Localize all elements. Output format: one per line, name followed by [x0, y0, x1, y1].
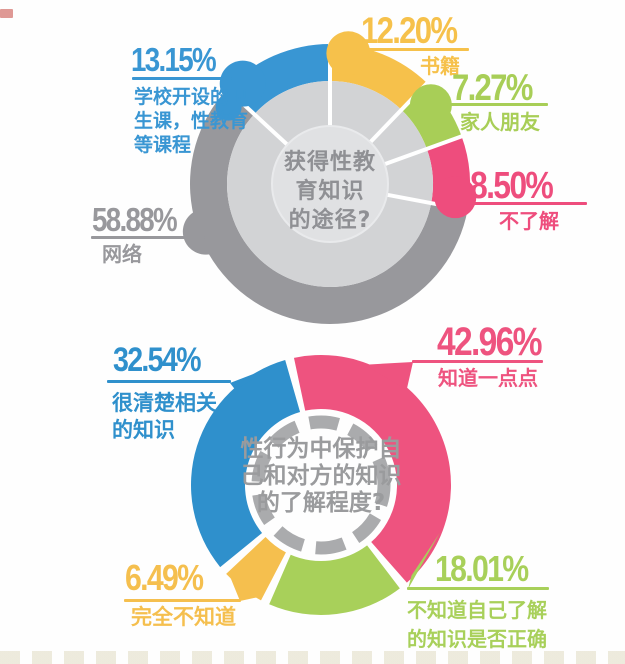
knowledge-segment-1: [269, 545, 400, 615]
knowledge-segment-pointer-1: [408, 532, 440, 589]
knowledge-segment-pointer-0: [364, 362, 413, 390]
category-label-know-clearly: 很清楚相关 的知识: [112, 391, 217, 442]
percent-label-unsure-correct: 18.01%: [435, 548, 529, 589]
corner-watermark-mark: [0, 9, 13, 18]
knowledge-dashed-ring: [251, 415, 391, 555]
leader-line-family-friends: [447, 103, 548, 106]
percent-label-books: 12.20%: [361, 10, 458, 51]
leader-line-internet: [91, 236, 205, 239]
bottom-watermark-strip: [0, 651, 625, 664]
category-label-completely-unknown: 完全不知道: [131, 605, 236, 629]
knowledge-segment-pointer-2: [228, 573, 259, 601]
percent-label-dont-understand: 8.50%: [470, 165, 554, 207]
category-label-family-friends: 家人朋友: [460, 110, 540, 134]
knowledge-segment-0: [293, 355, 451, 583]
sources-segment-divider: [376, 134, 464, 169]
sources-segment-knob: [434, 176, 477, 219]
sources-segment-3: [190, 89, 468, 324]
sources-center-circle: [271, 125, 389, 243]
leader-line-completely-unknown: [124, 599, 241, 602]
knowledge-segment-3: [190, 360, 301, 568]
leader-line-books: [356, 48, 469, 51]
leader-line-know-a-little: [412, 360, 543, 363]
category-label-dont-understand: 不了解: [499, 209, 559, 233]
category-label-internet: 网络: [102, 242, 142, 266]
sources-segment-knob: [409, 84, 452, 127]
leader-line-school: [132, 77, 232, 80]
sources-segment-knob: [215, 94, 242, 121]
category-label-unsure-correct: 不知道自己了解 的知识是否正确: [407, 598, 547, 651]
leader-line-dont-understand: [466, 202, 587, 205]
leader-line-unsure-correct: [407, 587, 549, 590]
knowledge-question: 性行为中保护自 己和对方的知识 的了解程度?: [240, 436, 402, 516]
percent-label-family-friends: 7.27%: [452, 67, 533, 108]
category-label-books: 书籍: [420, 54, 460, 78]
knowledge-segment-pointer-3: [230, 364, 278, 390]
percent-label-know-a-little: 42.96%: [437, 320, 543, 364]
sources-segment-knob: [182, 208, 229, 255]
percent-label-completely-unknown: 6.49%: [125, 557, 204, 598]
percent-label-school: 13.15%: [131, 41, 217, 78]
leader-line-know-clearly: [107, 380, 231, 383]
category-label-know-a-little: 知道一点点: [438, 366, 538, 390]
percent-label-know-clearly: 32.54%: [113, 341, 201, 379]
percent-label-internet: 58.88%: [92, 201, 178, 238]
sources-segment-knob: [326, 31, 371, 76]
sources-question: 获得性教 育知识 的途径?: [283, 150, 376, 233]
category-label-school: 学校开设的卫 生课，性教育 等课程: [134, 86, 249, 156]
